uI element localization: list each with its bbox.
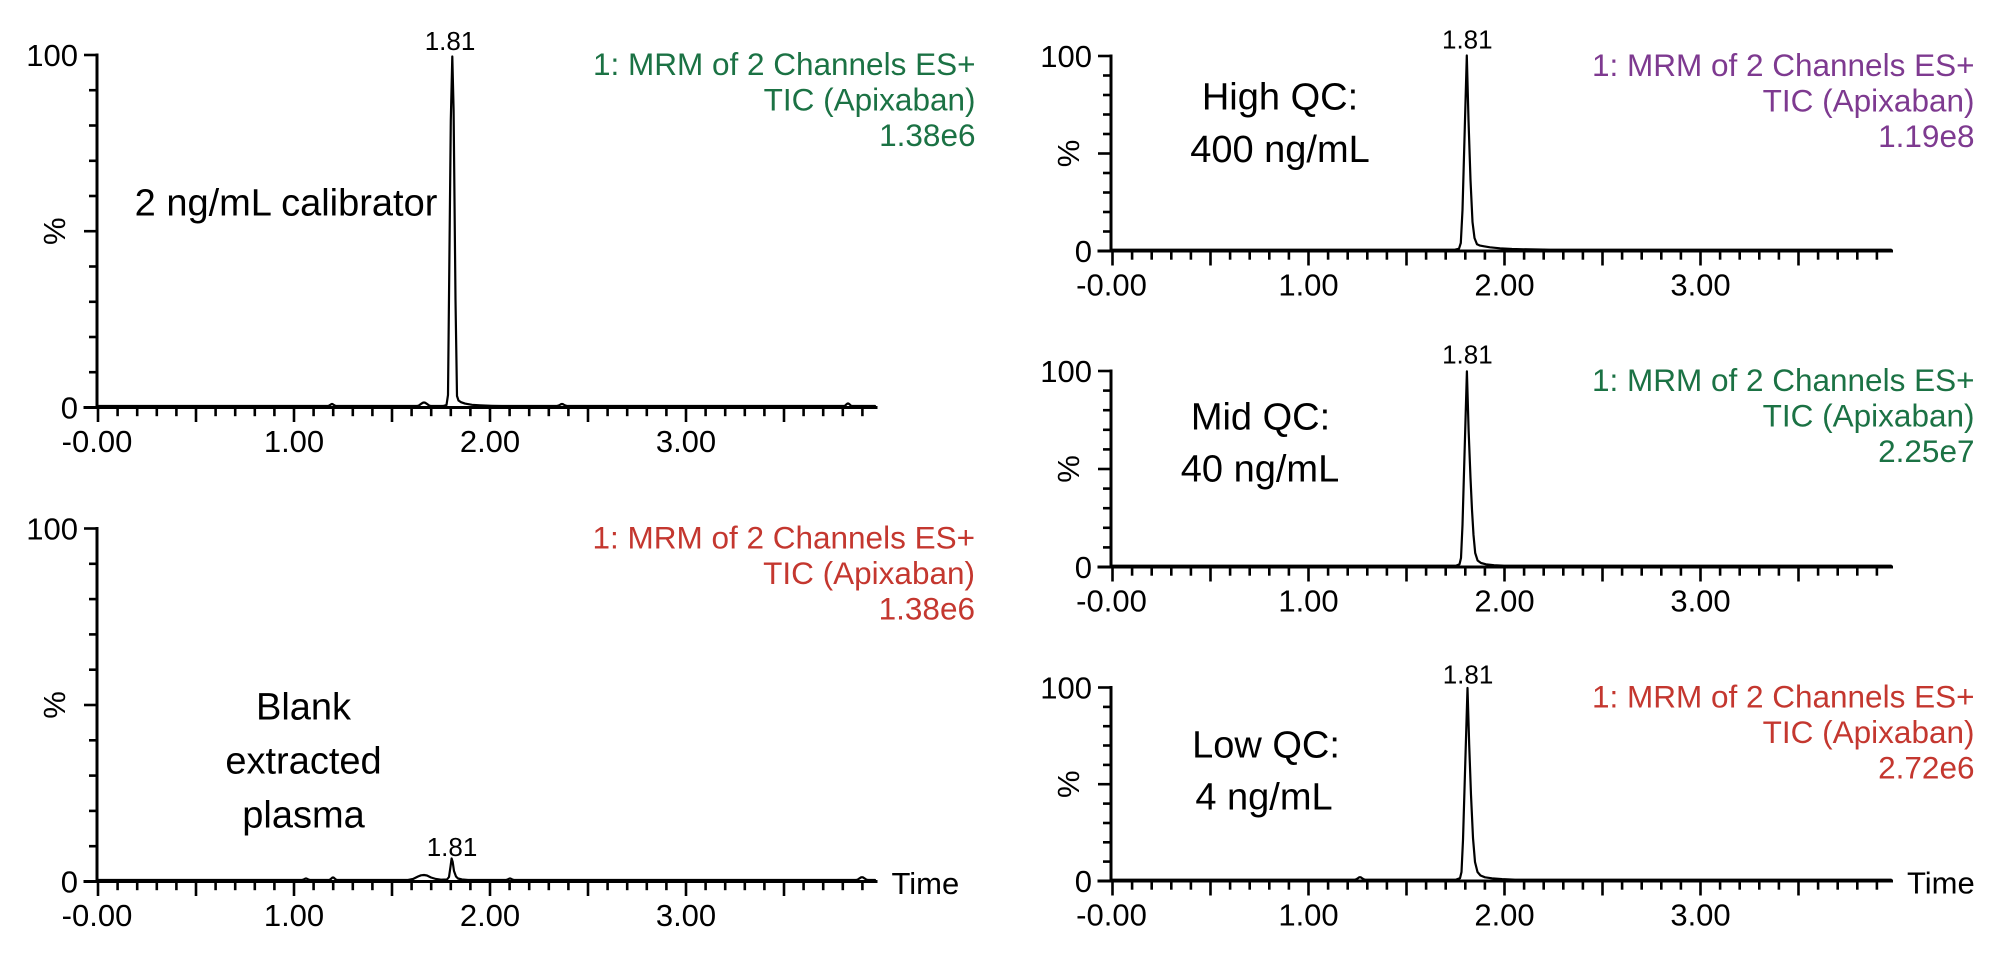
svg-text:1: MRM of 2 Channels ES+: 1: MRM of 2 Channels ES+	[592, 519, 975, 555]
svg-text:1: MRM of 2 Channels ES+: 1: MRM of 2 Channels ES+	[593, 46, 976, 82]
svg-text:TIC (Apixaban): TIC (Apixaban)	[1763, 82, 1975, 118]
svg-text:2.00: 2.00	[460, 424, 520, 459]
svg-text:1.00: 1.00	[1278, 584, 1338, 619]
svg-text:0: 0	[61, 391, 78, 426]
svg-text:-0.00: -0.00	[1076, 898, 1147, 933]
svg-text:1.81: 1.81	[1442, 25, 1493, 55]
svg-text:TIC (Apixaban): TIC (Apixaban)	[1763, 714, 1975, 750]
svg-text:0: 0	[1075, 234, 1092, 269]
svg-text:2 ng/mL calibrator: 2 ng/mL calibrator	[135, 183, 438, 225]
svg-text:100: 100	[26, 38, 78, 73]
svg-text:1.81: 1.81	[427, 832, 478, 862]
svg-text:Time: Time	[892, 866, 960, 901]
svg-text:2.25e7: 2.25e7	[1878, 433, 1974, 469]
svg-text:Low QC:: Low QC:	[1192, 725, 1340, 767]
svg-text:TIC (Apixaban): TIC (Apixaban)	[764, 81, 976, 117]
svg-text:2.00: 2.00	[460, 898, 520, 933]
svg-text:40 ng/mL: 40 ng/mL	[1181, 449, 1339, 491]
svg-text:0: 0	[1075, 550, 1092, 585]
svg-text:Time: Time	[1907, 866, 1975, 901]
svg-text:3.00: 3.00	[656, 898, 716, 933]
svg-text:plasma: plasma	[242, 795, 365, 837]
svg-text:%: %	[37, 691, 72, 719]
svg-text:%: %	[1051, 455, 1086, 483]
svg-text:Mid QC:: Mid QC:	[1191, 397, 1330, 439]
svg-text:3.00: 3.00	[1670, 584, 1730, 619]
svg-text:-0.00: -0.00	[1076, 268, 1147, 303]
svg-text:Blank: Blank	[256, 687, 352, 729]
svg-text:1.00: 1.00	[264, 898, 324, 933]
svg-text:1.81: 1.81	[425, 26, 476, 56]
svg-text:2.72e6: 2.72e6	[1878, 750, 1974, 786]
svg-text:1.19e8: 1.19e8	[1878, 118, 1974, 154]
svg-text:extracted: extracted	[225, 741, 381, 783]
svg-text:1.38e6: 1.38e6	[879, 117, 975, 153]
svg-text:0: 0	[61, 865, 78, 900]
svg-text:3.00: 3.00	[1670, 898, 1730, 933]
svg-text:1.00: 1.00	[1278, 268, 1338, 303]
svg-text:-0.00: -0.00	[62, 424, 133, 459]
svg-text:TIC (Apixaban): TIC (Apixaban)	[1763, 397, 1975, 433]
svg-text:400 ng/mL: 400 ng/mL	[1190, 129, 1370, 171]
svg-text:%: %	[37, 217, 72, 245]
svg-text:-0.00: -0.00	[62, 898, 133, 933]
svg-text:1.00: 1.00	[1278, 898, 1338, 933]
svg-text:2.00: 2.00	[1474, 584, 1534, 619]
svg-text:%: %	[1051, 140, 1086, 168]
svg-text:%: %	[1051, 770, 1086, 798]
svg-text:100: 100	[1040, 671, 1092, 706]
svg-text:1.81: 1.81	[1443, 660, 1494, 690]
svg-text:TIC (Apixaban): TIC (Apixaban)	[763, 555, 975, 591]
svg-text:1.38e6: 1.38e6	[879, 591, 975, 627]
svg-text:1.81: 1.81	[1442, 340, 1493, 370]
svg-text:3.00: 3.00	[1670, 268, 1730, 303]
svg-text:3.00: 3.00	[656, 424, 716, 459]
svg-text:0: 0	[1075, 864, 1092, 899]
svg-text:2.00: 2.00	[1474, 898, 1534, 933]
svg-text:1: MRM of 2 Channels ES+: 1: MRM of 2 Channels ES+	[1592, 678, 1975, 714]
svg-text:100: 100	[26, 512, 78, 547]
svg-text:2.00: 2.00	[1474, 268, 1534, 303]
svg-text:1: MRM of 2 Channels ES+: 1: MRM of 2 Channels ES+	[1592, 47, 1975, 83]
svg-text:-0.00: -0.00	[1076, 584, 1147, 619]
svg-text:4 ng/mL: 4 ng/mL	[1195, 777, 1332, 819]
svg-text:100: 100	[1040, 39, 1092, 74]
svg-text:100: 100	[1040, 354, 1092, 389]
svg-text:1.00: 1.00	[264, 424, 324, 459]
svg-text:High QC:: High QC:	[1202, 77, 1358, 119]
svg-text:1: MRM of 2 Channels ES+: 1: MRM of 2 Channels ES+	[1592, 362, 1975, 398]
